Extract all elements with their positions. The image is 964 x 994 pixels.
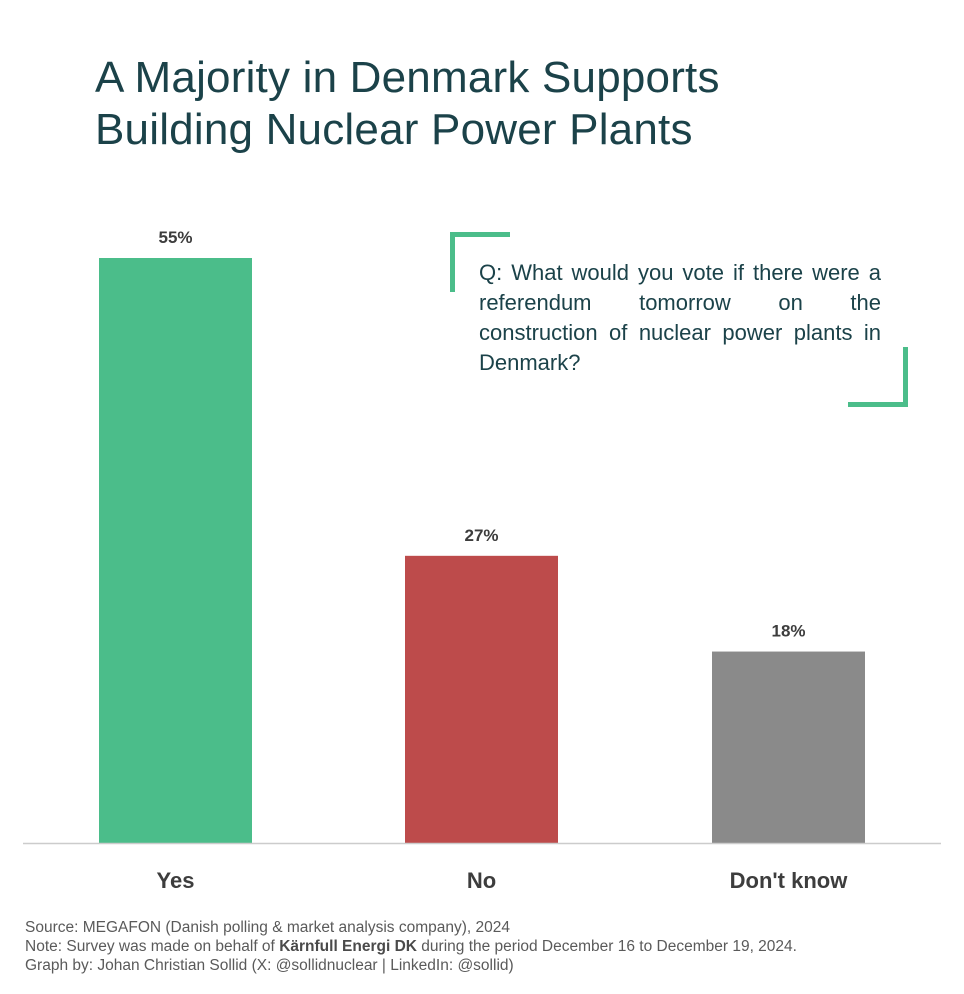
footer-credit: Graph by: Johan Christian Sollid (X: @so… [25, 957, 514, 974]
chart-title-line-1: A Majority in Denmark Supports [95, 53, 720, 102]
footer-source: Source: MEGAFON (Danish polling & market… [25, 919, 511, 936]
category-label-yes: Yes [157, 868, 195, 893]
category-label-don-t-know: Don't know [730, 868, 849, 893]
value-label-don-t-know: 18% [771, 622, 805, 641]
bar-don-t-know [712, 651, 865, 843]
chart-title: A Majority in Denmark Supports Building … [95, 52, 720, 156]
survey-question: Q: What would you vote if there were a r… [479, 260, 881, 375]
bar-no [405, 555, 558, 843]
chart-title-line-2: Building Nuclear Power Plants [95, 105, 693, 154]
question-callout: Q: What would you vote if there were a r… [450, 232, 908, 407]
bar-yes [99, 258, 252, 843]
footer-note-org: Kärnfull Energi DK [279, 938, 417, 955]
footer-notes: Source: MEGAFON (Danish polling & market… [25, 918, 797, 975]
callout-corner-bottom-right [848, 347, 908, 407]
value-label-yes: 55% [158, 228, 192, 247]
footer-note-prefix: Note: Survey was made on behalf of [25, 938, 275, 955]
callout-corner-top-left [450, 232, 510, 292]
footer-note-suffix: during the period December 16 to Decembe… [421, 938, 797, 955]
value-label-no: 27% [464, 526, 498, 545]
footer-note: Note: Survey was made on behalf of Kärnf… [25, 937, 797, 956]
category-label-no: No [467, 868, 496, 893]
